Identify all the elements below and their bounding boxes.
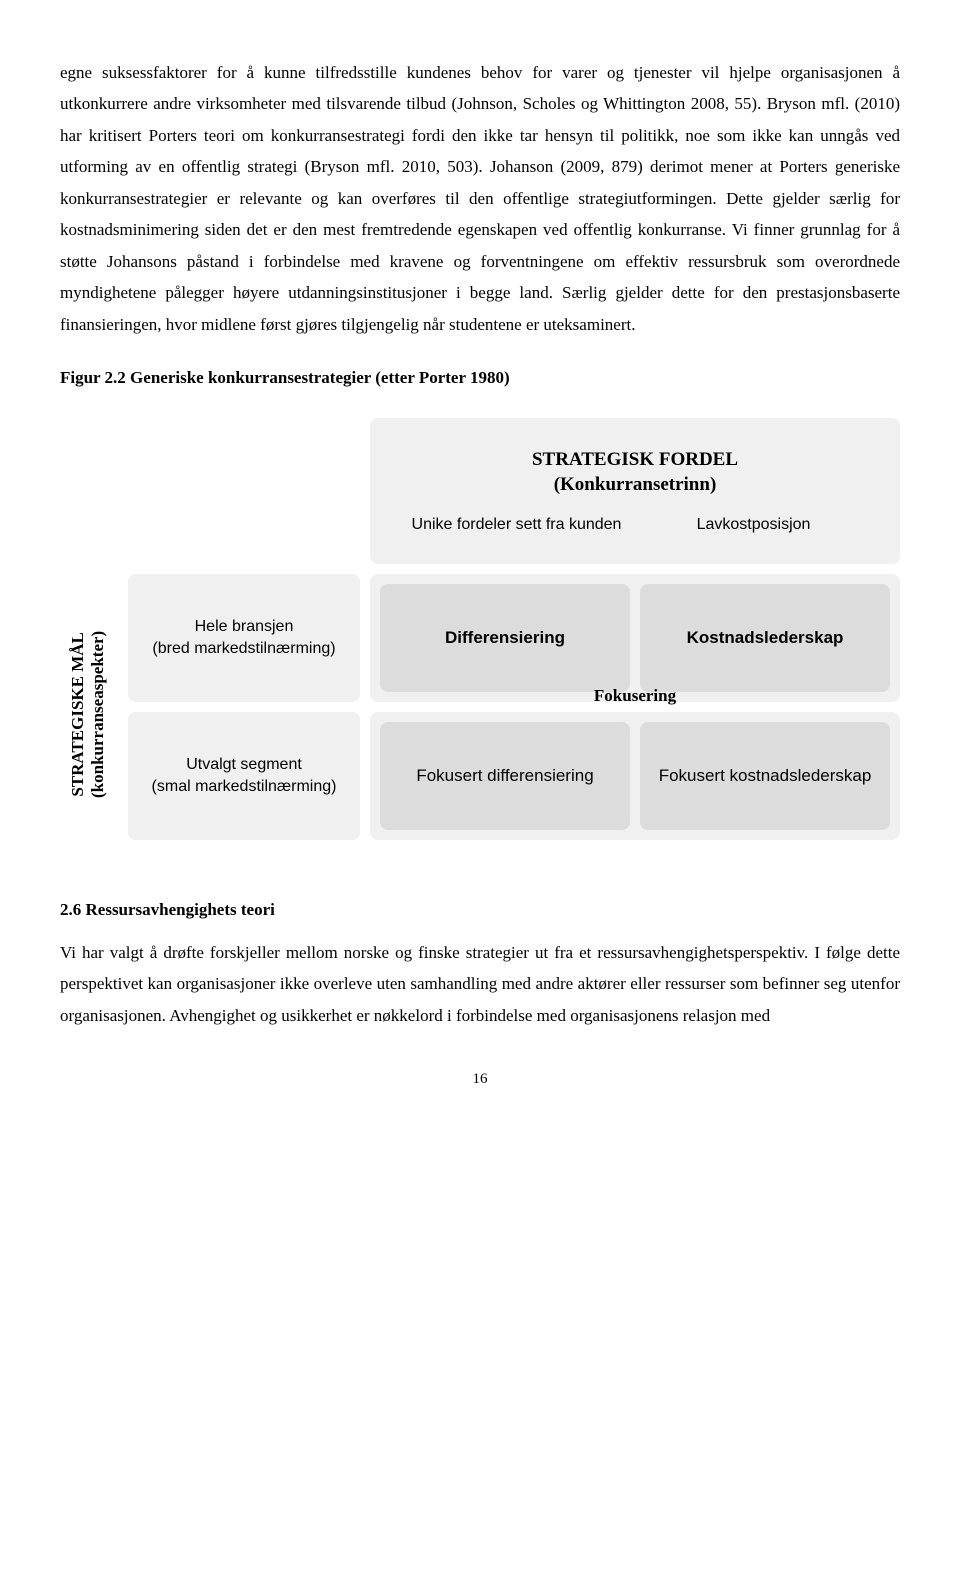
top-axis-title-line1: STRATEGISK FORDEL: [532, 449, 738, 470]
scope-narrow-line2: (smal markedstilnærming): [152, 778, 337, 795]
strategy-panel-row2: Fokusering Fokusert differensiering Foku…: [370, 712, 900, 840]
column-headers: Unike fordeler sett fra kunden Lavkostpo…: [398, 516, 872, 534]
scope-broad-line2: (bred markedstilnærming): [152, 640, 335, 657]
body-paragraph-2: Vi har valgt å drøfte forskjeller mellom…: [60, 937, 900, 1031]
top-axis-panel: STRATEGISK FORDEL (Konkurransetrinn) Uni…: [370, 418, 900, 564]
porter-matrix-diagram: STRATEGISK FORDEL (Konkurransetrinn) Uni…: [60, 418, 900, 840]
col-header-unique: Unike fordeler sett fra kunden: [398, 516, 635, 534]
cell-focused-cost-leadership: Fokusert kostnadslederskap: [640, 722, 890, 830]
scope-narrow-line1: Utvalgt segment: [186, 756, 302, 773]
scope-broad-line1: Hele bransjen: [195, 618, 294, 635]
body-paragraph-1: egne suksessfaktorer for å kunne tilfred…: [60, 57, 900, 340]
cell-differentiation: Differensiering: [380, 584, 630, 692]
strategy-panel-row1: Differensiering Kostnadslederskap: [370, 574, 900, 702]
scope-panel-narrow: Utvalgt segment (smal markedstilnærming): [128, 712, 360, 840]
left-axis-sub: (konkurranseaspekter): [89, 631, 108, 798]
cell-cost-leadership: Kostnadslederskap: [640, 584, 890, 692]
page-number: 16: [60, 1071, 900, 1088]
left-axis-label: STRATEGISKE MÅL (konkurranseaspekter): [69, 631, 110, 798]
left-axis-title: STRATEGISKE MÅL: [69, 632, 88, 797]
top-axis-title-line2: (Konkurransetrinn): [554, 474, 717, 495]
col-header-lowcost: Lavkostposisjon: [635, 516, 872, 534]
cell-focused-differentiation: Fokusert differensiering: [380, 722, 630, 830]
scope-panel-broad: Hele bransjen (bred markedstilnærming): [128, 574, 360, 702]
section-heading: 2.6 Ressursavhengighets teori: [60, 900, 900, 920]
top-axis-title: STRATEGISK FORDEL (Konkurransetrinn): [532, 448, 738, 497]
focus-label: Fokusering: [588, 684, 682, 708]
figure-caption: Figur 2.2 Generiske konkurransestrategie…: [60, 368, 900, 388]
